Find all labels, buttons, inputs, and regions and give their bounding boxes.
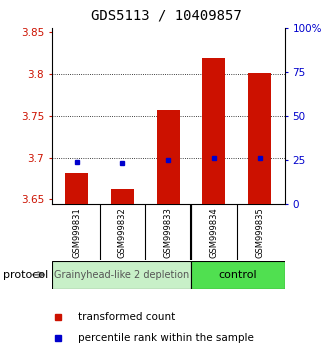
Bar bbox=[157, 110, 179, 204]
Bar bbox=[65, 173, 88, 204]
Text: GSM999831: GSM999831 bbox=[72, 207, 81, 258]
Text: protocol: protocol bbox=[3, 270, 49, 280]
Text: GSM999834: GSM999834 bbox=[209, 207, 218, 258]
Text: control: control bbox=[218, 270, 257, 280]
Bar bbox=[52, 261, 191, 289]
Text: transformed count: transformed count bbox=[78, 312, 175, 322]
Text: GSM999832: GSM999832 bbox=[118, 207, 127, 258]
Bar bbox=[111, 189, 134, 204]
Text: GSM999835: GSM999835 bbox=[255, 207, 264, 258]
Text: Grainyhead-like 2 depletion: Grainyhead-like 2 depletion bbox=[54, 270, 189, 280]
Bar bbox=[248, 73, 271, 204]
Bar bbox=[202, 58, 225, 204]
Text: percentile rank within the sample: percentile rank within the sample bbox=[78, 333, 254, 343]
Bar bbox=[191, 261, 285, 289]
Text: GSM999833: GSM999833 bbox=[164, 207, 173, 258]
Text: GDS5113 / 10409857: GDS5113 / 10409857 bbox=[91, 9, 242, 23]
